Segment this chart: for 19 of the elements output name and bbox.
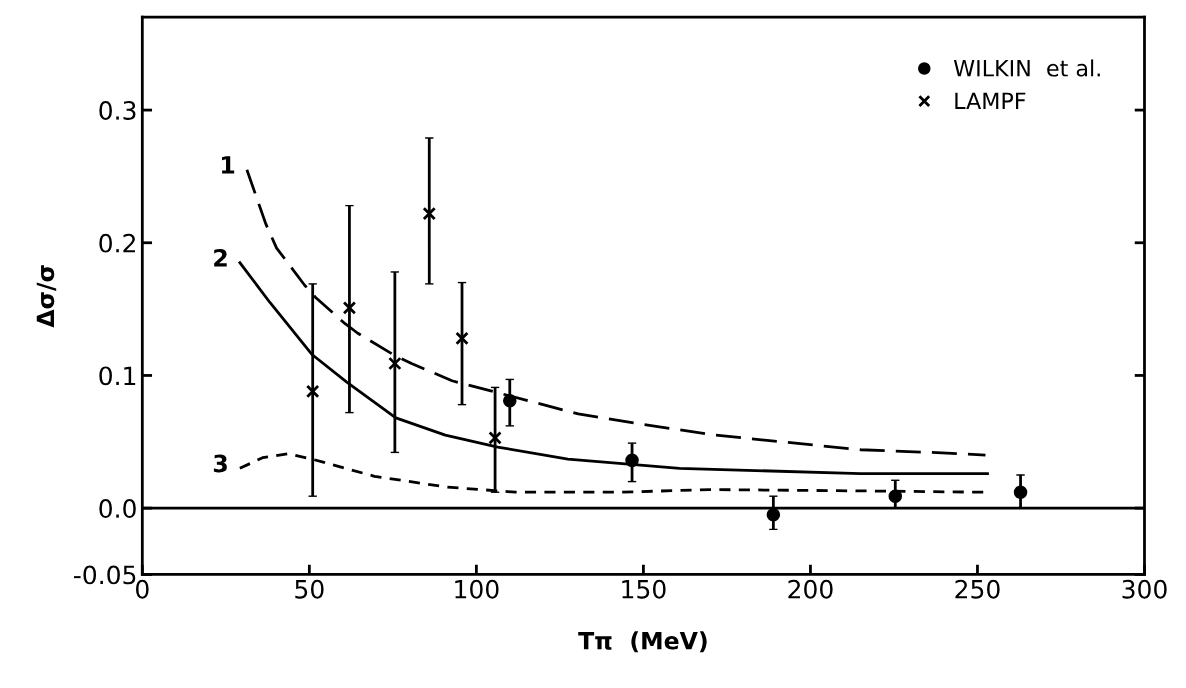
legend-label: LAMPF xyxy=(955,92,1026,109)
y-tick-label: 0.0 xyxy=(99,499,136,518)
x-tick-label: 250 xyxy=(955,579,1000,599)
y-tick-label: 0.2 xyxy=(99,233,135,253)
series-label: 2 xyxy=(214,248,227,267)
x-tick-label: 100 xyxy=(455,579,499,599)
x-tick-label: 200 xyxy=(788,579,833,599)
series-label: 1 xyxy=(222,156,235,174)
x-tick-label: 150 xyxy=(622,579,666,599)
x-axis-title: Tπ (MeV) xyxy=(578,631,707,653)
y-tick-label: -0.05 xyxy=(74,565,136,585)
legend-label: WILKIN et al. xyxy=(953,59,1100,77)
y-tick-label: 0.3 xyxy=(99,101,136,120)
x-tick-label: 0 xyxy=(136,579,149,599)
y-tick-label: 0.1 xyxy=(99,366,136,386)
series-label: 3 xyxy=(213,454,227,473)
y-axis-title: Δσ/σ xyxy=(36,265,57,328)
x-tick-label: 300 xyxy=(1122,579,1167,599)
x-tick-label: 50 xyxy=(295,579,324,599)
